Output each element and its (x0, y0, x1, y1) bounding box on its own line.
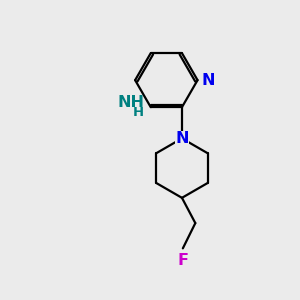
Text: H: H (133, 106, 144, 119)
Text: N: N (201, 73, 214, 88)
Text: N: N (175, 131, 189, 146)
Text: F: F (177, 253, 188, 268)
Text: NH: NH (117, 94, 144, 110)
